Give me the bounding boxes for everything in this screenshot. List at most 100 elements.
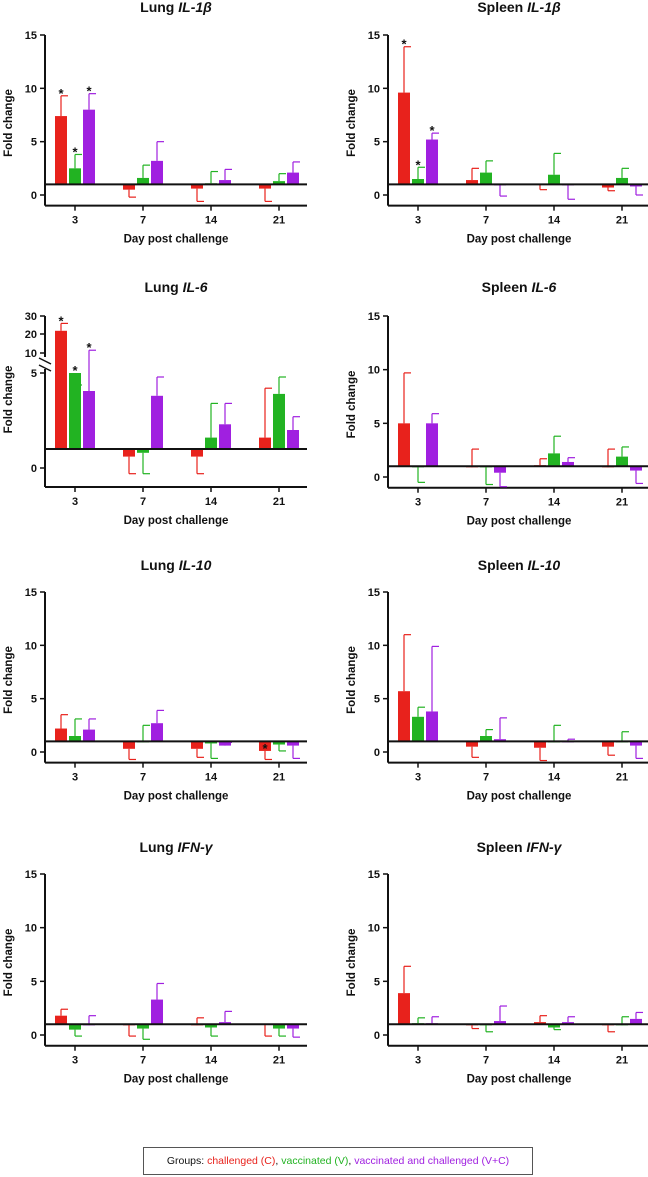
y-tick-label: 10: [25, 83, 37, 95]
legend-separator: ,: [275, 1155, 282, 1167]
bar-lung-il6-2-3: [287, 430, 299, 449]
bar-spleen-il6-1-2: [548, 453, 560, 467]
y-tick-label: 15: [25, 30, 37, 42]
significance-star: *: [86, 84, 92, 99]
y-tick-label: 10: [25, 640, 37, 652]
bar-lung-il1b-0-3: [259, 184, 271, 189]
x-tick-label: 14: [548, 772, 561, 784]
bar-spleen-il6-1-3: [616, 456, 628, 467]
y-tick-label: 5: [374, 137, 380, 149]
chart-panel-lung-il6: Lung IL-6 Fold change 0 5 10 20 30 3 7 14 21 Day po…: [3, 279, 307, 527]
y-tick-label: 0: [374, 1030, 380, 1042]
chart-panel-lung-ifng: Lung IFN-γ Fold change 0 5 10 15 3 7 14 21 Day pos…: [3, 839, 307, 1086]
bar-lung-il6-2-0: [83, 391, 95, 449]
bar-lung-ifng-1-1: [137, 1024, 149, 1029]
bar-spleen-il1b-0-1: [466, 180, 478, 185]
x-tick-label: 14: [548, 215, 561, 227]
bar-spleen-il10-2-1: [494, 739, 506, 742]
significance-star: *: [262, 741, 268, 756]
legend-separator: ,: [348, 1155, 355, 1167]
x-tick-label: 14: [205, 215, 218, 227]
significance-star: *: [86, 340, 92, 355]
x-tick-label: 3: [415, 215, 421, 227]
x-axis-label: Day post challenge: [124, 515, 229, 527]
chart-title: Lung IL-6: [145, 279, 208, 295]
x-axis-label: Day post challenge: [124, 234, 229, 246]
x-tick-label: 3: [72, 772, 78, 784]
y-tick-label: 5: [31, 368, 37, 380]
bar-lung-il6-1-2: [205, 437, 217, 449]
x-tick-label: 7: [140, 215, 146, 227]
y-tick-label: 10: [368, 923, 380, 935]
bar-lung-il6-0-2: [191, 449, 203, 457]
significance-star: *: [72, 363, 78, 378]
bar-lung-ifng-1-2: [205, 1024, 217, 1028]
significance-star: *: [72, 144, 78, 159]
y-tick-label: 0: [31, 1030, 37, 1042]
bar-spleen-il10-0-0: [398, 691, 410, 742]
legend-item-vaccinated-challenged: vaccinated and challenged (V+C): [354, 1155, 510, 1167]
significance-star: *: [401, 37, 407, 52]
y-tick-label: 15: [368, 869, 380, 881]
bar-spleen-il10-0-3: [602, 741, 614, 747]
bar-lung-il6-0-0: [55, 330, 67, 449]
x-tick-label: 7: [483, 1055, 489, 1067]
bar-lung-il10-0-1: [123, 741, 135, 749]
y-axis-label: Fold change: [346, 646, 358, 714]
bar-lung-ifng-1-3: [273, 1024, 285, 1029]
bar-lung-il6-0-3: [259, 437, 271, 449]
bar-spleen-il10-0-1: [466, 741, 478, 747]
x-tick-label: 3: [72, 215, 78, 227]
bar-lung-il1b-2-1: [151, 160, 163, 185]
bar-spleen-il10-1-0: [412, 716, 424, 742]
bar-lung-il6-1-0: [69, 373, 81, 449]
bar-spleen-ifng-1-2: [548, 1024, 560, 1028]
bar-spleen-il6-2-1: [494, 466, 506, 473]
y-tick-label: 5: [31, 976, 37, 988]
x-tick-label: 7: [483, 215, 489, 227]
bar-lung-il10-1-2: [205, 741, 217, 744]
y-tick-label: 5: [31, 694, 37, 706]
bar-spleen-il10-2-3: [630, 741, 642, 746]
bar-lung-il1b-1-1: [137, 177, 149, 185]
x-axis-label: Day post challenge: [467, 791, 572, 803]
bar-lung-il10-0-0: [55, 728, 67, 742]
figure: Lung IL-1β Fold change 0 5 10 15 3 7 14 21 Day pos…: [3, 0, 648, 1086]
axis-break-mark: [38, 357, 52, 365]
x-tick-label: 21: [616, 497, 628, 509]
y-tick-label: 0: [31, 747, 37, 759]
bar-lung-il10-2-1: [151, 723, 163, 742]
bar-lung-il1b-2-0: [83, 109, 95, 185]
x-tick-label: 21: [616, 215, 628, 227]
y-axis-label: Fold change: [3, 646, 15, 714]
bar-spleen-il10-2-0: [426, 711, 438, 742]
chart-title: Lung IFN-γ: [139, 839, 213, 855]
bar-lung-il1b-2-3: [287, 172, 299, 185]
bar-spleen-il1b-1-3: [616, 177, 628, 185]
y-tick-label: 10: [368, 640, 380, 652]
y-tick-label: 0: [374, 747, 380, 759]
y-tick-label: 0: [374, 472, 380, 484]
legend-item-challenged: challenged (C): [207, 1155, 276, 1167]
chart-title: Lung IL-1β: [140, 0, 212, 15]
chart-title: Spleen IFN-γ: [477, 839, 563, 855]
y-tick-label: 15: [25, 869, 37, 881]
x-tick-label: 14: [548, 1055, 561, 1067]
bar-lung-ifng-0-0: [55, 1015, 67, 1025]
y-tick-label: 20: [25, 329, 37, 341]
bar-spleen-il1b-1-0: [412, 179, 424, 185]
x-tick-label: 3: [72, 496, 78, 508]
bar-spleen-il1b-1-1: [480, 172, 492, 185]
bar-spleen-ifng-2-3: [630, 1018, 642, 1025]
legend: Groups: challenged (C) , vaccinated (V) …: [143, 1147, 533, 1175]
x-axis-label: Day post challenge: [467, 1074, 572, 1086]
bar-spleen-il1b-0-0: [398, 92, 410, 185]
x-tick-label: 21: [273, 772, 285, 784]
x-tick-label: 7: [140, 1055, 146, 1067]
x-tick-label: 21: [273, 496, 285, 508]
y-tick-label: 15: [368, 587, 380, 599]
y-tick-label: 0: [374, 190, 380, 202]
bar-spleen-il6-2-2: [562, 461, 574, 467]
bar-lung-il1b-0-2: [191, 184, 203, 189]
significance-star: *: [58, 86, 64, 101]
